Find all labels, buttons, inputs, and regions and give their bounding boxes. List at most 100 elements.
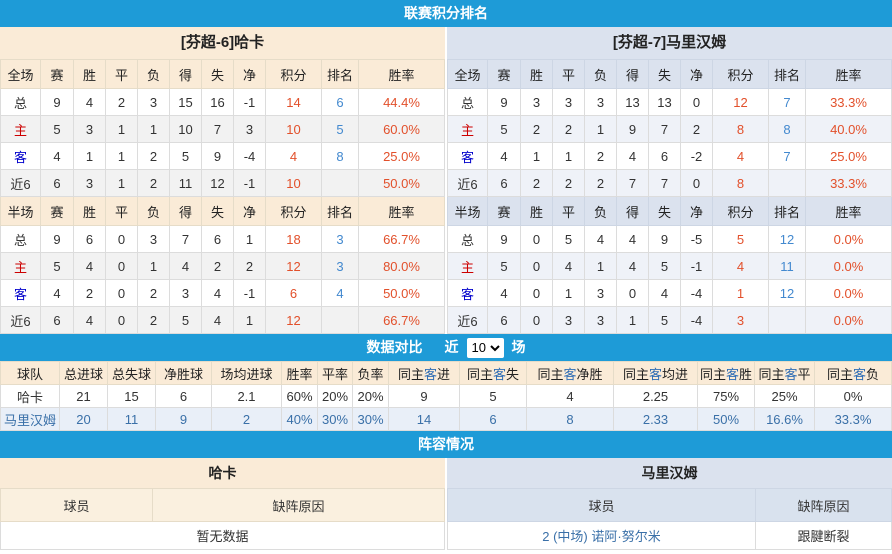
rank-cell: 11 [768, 252, 806, 280]
compare-value-cell: 15 [107, 384, 156, 408]
compare-value-cell: 33.3% [814, 407, 892, 431]
compare-value-cell: 21 [59, 384, 108, 408]
stat-cell: 1 [105, 142, 138, 170]
winrate-cell: 33.3% [805, 169, 892, 197]
stat-cell: 9 [616, 115, 649, 143]
player-column-header: 球员 [0, 488, 153, 522]
stat-cell: 5 [40, 115, 74, 143]
stats-row-away: 客 4 1 1 2 5 9 -4 4 8 25.0% [0, 142, 445, 170]
stat-cell: -1 [233, 88, 266, 116]
column-header: 负 [584, 196, 617, 226]
column-header: 得 [616, 196, 649, 226]
column-header: 负 [137, 59, 170, 89]
stat-cell: 0 [105, 225, 138, 253]
compare-section-header: 数据对比 近 10 场 [0, 334, 892, 361]
stat-cell: 4 [616, 252, 649, 280]
stat-cell: 0 [105, 306, 138, 334]
stat-cell: 2 [137, 142, 170, 170]
stat-cell: 7 [648, 169, 681, 197]
stat-cell: 7 [169, 225, 202, 253]
points-cell: 18 [265, 225, 322, 253]
stat-cell: 1 [552, 279, 585, 307]
stat-cell: 9 [487, 225, 521, 253]
stat-cell: 9 [201, 142, 234, 170]
rank-cell: 5 [321, 115, 359, 143]
stat-cell: -5 [680, 225, 713, 253]
points-cell: 1 [712, 279, 769, 307]
team-title-left: [芬超-6]哈卡 [0, 27, 445, 59]
compare-value-cell: 2.1 [211, 384, 282, 408]
stat-cell: 16 [201, 88, 234, 116]
stat-cell: 4 [73, 306, 106, 334]
row-label: 客 [447, 142, 488, 170]
stat-cell: 3 [169, 279, 202, 307]
stat-cell: 3 [584, 88, 617, 116]
winrate-cell: 33.3% [805, 88, 892, 116]
panel-divider [445, 27, 447, 334]
stat-cell: 4 [487, 279, 521, 307]
standings-table-left: 全场赛胜平负得失净积分 排名 胜率总 9 4 2 3 15 16 -1 14 6 44.4% 主 5 3 1 1 1… [0, 59, 445, 334]
stat-cell: -2 [680, 142, 713, 170]
column-header: 赛 [40, 196, 74, 226]
standings-panels: [芬超-6]哈卡 全场赛胜平负得失净积分 排名 胜率总 9 4 2 3 15 16 -1 14 6 44… [0, 27, 892, 334]
rank-cell: 7 [768, 88, 806, 116]
compare-table: 球队 总进球 总失球 净胜球 场均进球 胜率 平率 负率 同主客进 同主客失 同主客净胜 同主客均进同… [0, 361, 892, 431]
points-cell: 12 [712, 88, 769, 116]
stat-cell: 1 [233, 306, 266, 334]
compare-value-cell: 9 [388, 384, 460, 408]
column-header: 排名 [321, 196, 359, 226]
stat-cell: 6 [201, 225, 234, 253]
column-header: 得 [169, 196, 202, 226]
column-header: 全场 [447, 59, 488, 89]
column-header: 平 [552, 59, 585, 89]
column-header-row: 全场赛胜平负得失净积分 排名 胜率 [447, 59, 892, 89]
team-panel-right: [芬超-7]马里汉姆 全场赛胜平负得失净积分 排名 胜率总 9 3 3 3 13 13 0 12 7 3… [447, 27, 892, 334]
lineup-player-row: 2 (中场) 诺阿·努尔米 跟腱断裂 [447, 521, 892, 550]
column-header: 半场 [0, 196, 41, 226]
stats-row-total: 总 9 6 0 3 7 6 1 18 3 66.7% [0, 225, 445, 253]
column-header: 失 [201, 196, 234, 226]
stat-cell: 7 [616, 169, 649, 197]
stat-cell: 1 [552, 142, 585, 170]
stat-cell: 5 [487, 252, 521, 280]
stat-cell: 2 [584, 142, 617, 170]
stat-cell: 1 [137, 252, 170, 280]
compare-column-header: 同主客负 [814, 361, 892, 385]
rank-cell [321, 306, 359, 334]
compare-value-cell: 25% [754, 384, 815, 408]
points-cell: 10 [265, 115, 322, 143]
recent-games-select[interactable]: 10 [466, 337, 504, 358]
stat-cell: -1 [233, 279, 266, 307]
stat-cell: 4 [616, 225, 649, 253]
stat-cell: 4 [616, 142, 649, 170]
winrate-cell: 25.0% [805, 142, 892, 170]
stat-cell: 1 [73, 142, 106, 170]
stat-cell: 3 [137, 225, 170, 253]
stat-cell: 0 [680, 88, 713, 116]
stat-cell: 2 [73, 279, 106, 307]
column-header: 积分 [712, 59, 769, 89]
standings-section-header: 联赛积分排名 [0, 0, 892, 27]
stat-cell: 7 [648, 115, 681, 143]
stat-cell: 3 [73, 169, 106, 197]
points-cell: 12 [265, 306, 322, 334]
stat-cell: 3 [137, 88, 170, 116]
column-header: 赛 [487, 196, 521, 226]
lineup-panel-left: 哈卡 球员 缺阵原因 暂无数据 [0, 458, 445, 550]
compare-column-header: 同主客失 [459, 361, 527, 385]
rank-cell: 8 [768, 115, 806, 143]
team-title-right: [芬超-7]马里汉姆 [447, 27, 892, 59]
compare-row: 哈卡 21 15 6 2.1 60% 20% 20% 9 5 4 2.25 75% 25% 0% [0, 384, 892, 408]
stat-cell: 2 [137, 169, 170, 197]
compare-value-cell: 60% [281, 384, 318, 408]
stat-cell: 1 [233, 225, 266, 253]
row-label: 近6 [0, 169, 41, 197]
column-header: 排名 [768, 59, 806, 89]
stat-cell: 2 [520, 169, 553, 197]
stat-cell: 0 [105, 252, 138, 280]
stat-cell: 0 [520, 252, 553, 280]
team-panel-left: [芬超-6]哈卡 全场赛胜平负得失净积分 排名 胜率总 9 4 2 3 15 16 -1 14 6 44… [0, 27, 445, 334]
stat-cell: 5 [552, 225, 585, 253]
column-header-row: 半场赛胜平负得失净积分 排名 胜率 [447, 196, 892, 226]
column-header: 积分 [712, 196, 769, 226]
